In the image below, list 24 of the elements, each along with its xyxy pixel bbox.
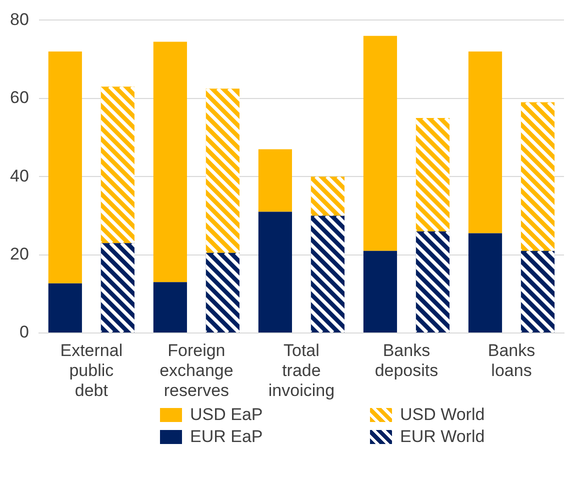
bar — [258, 149, 292, 212]
x-tick-label: Foreign exchange reserves — [160, 341, 234, 400]
bar — [153, 42, 187, 282]
bar — [48, 283, 82, 332]
y-tick-label: 20 — [10, 244, 29, 264]
y-tick-label: 80 — [10, 10, 29, 29]
y-tick-label: 0 — [19, 322, 29, 342]
legend-label: EUR World — [400, 427, 485, 447]
x-tick-label: Total trade invoicing — [268, 341, 335, 400]
legend-label: USD EaP — [190, 405, 263, 425]
x-tick-label: External public debt — [60, 341, 123, 400]
legend-label: USD World — [400, 405, 485, 425]
y-tick-label: 40 — [10, 166, 29, 186]
x-tick-label: Banks deposits — [374, 341, 438, 380]
bar — [258, 212, 292, 332]
bar — [153, 282, 187, 332]
bar — [468, 233, 502, 332]
bar — [363, 36, 398, 251]
x-tick-label: Banks loans — [488, 341, 536, 380]
bar — [48, 51, 82, 284]
bar — [363, 250, 398, 332]
bar — [468, 51, 502, 234]
y-tick-label: 60 — [10, 88, 29, 108]
legend-label: EUR EaP — [190, 427, 263, 447]
